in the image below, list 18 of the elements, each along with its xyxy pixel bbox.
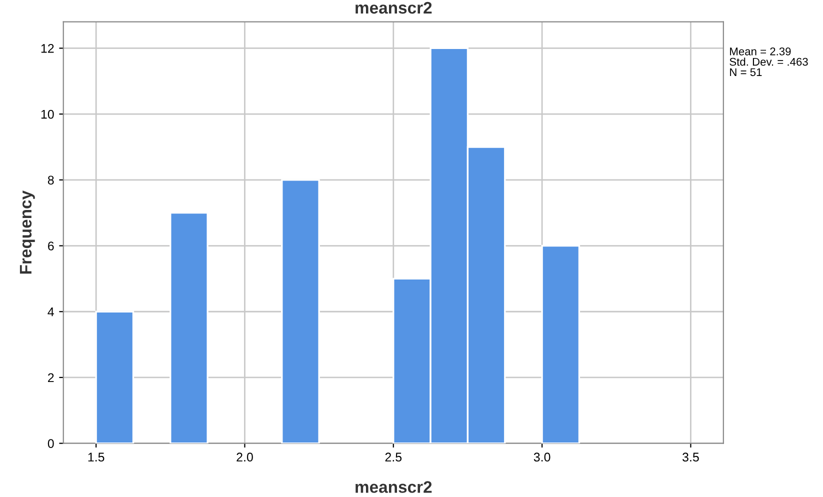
- y-tick-label: 2: [48, 373, 54, 382]
- chart-title: meanscr2: [356, 2, 432, 14]
- x-tick-label: 3.5: [682, 452, 699, 462]
- text: Mean = 2.39: [730, 48, 791, 56]
- y-tick-label: 0: [48, 439, 54, 448]
- y-tick-label: 6: [48, 242, 54, 250]
- y-tick-label: 12: [41, 44, 54, 53]
- y-tick-label: 8: [48, 176, 54, 185]
- y-tick-label: 10: [41, 110, 54, 119]
- x-tick-label: 1.5: [88, 452, 104, 462]
- x-tick-label: 2.5: [385, 452, 402, 462]
- x-tick-label: 3.0: [534, 452, 550, 462]
- y-axis-title: Frequency: [20, 190, 35, 274]
- y-tick-label: 4: [48, 308, 54, 316]
- text: Std. Dev. = .463: [730, 58, 808, 66]
- x-tick-label: 2.0: [236, 452, 253, 462]
- text: N = 51: [730, 68, 762, 76]
- x-axis-title: meanscr2: [356, 481, 432, 493]
